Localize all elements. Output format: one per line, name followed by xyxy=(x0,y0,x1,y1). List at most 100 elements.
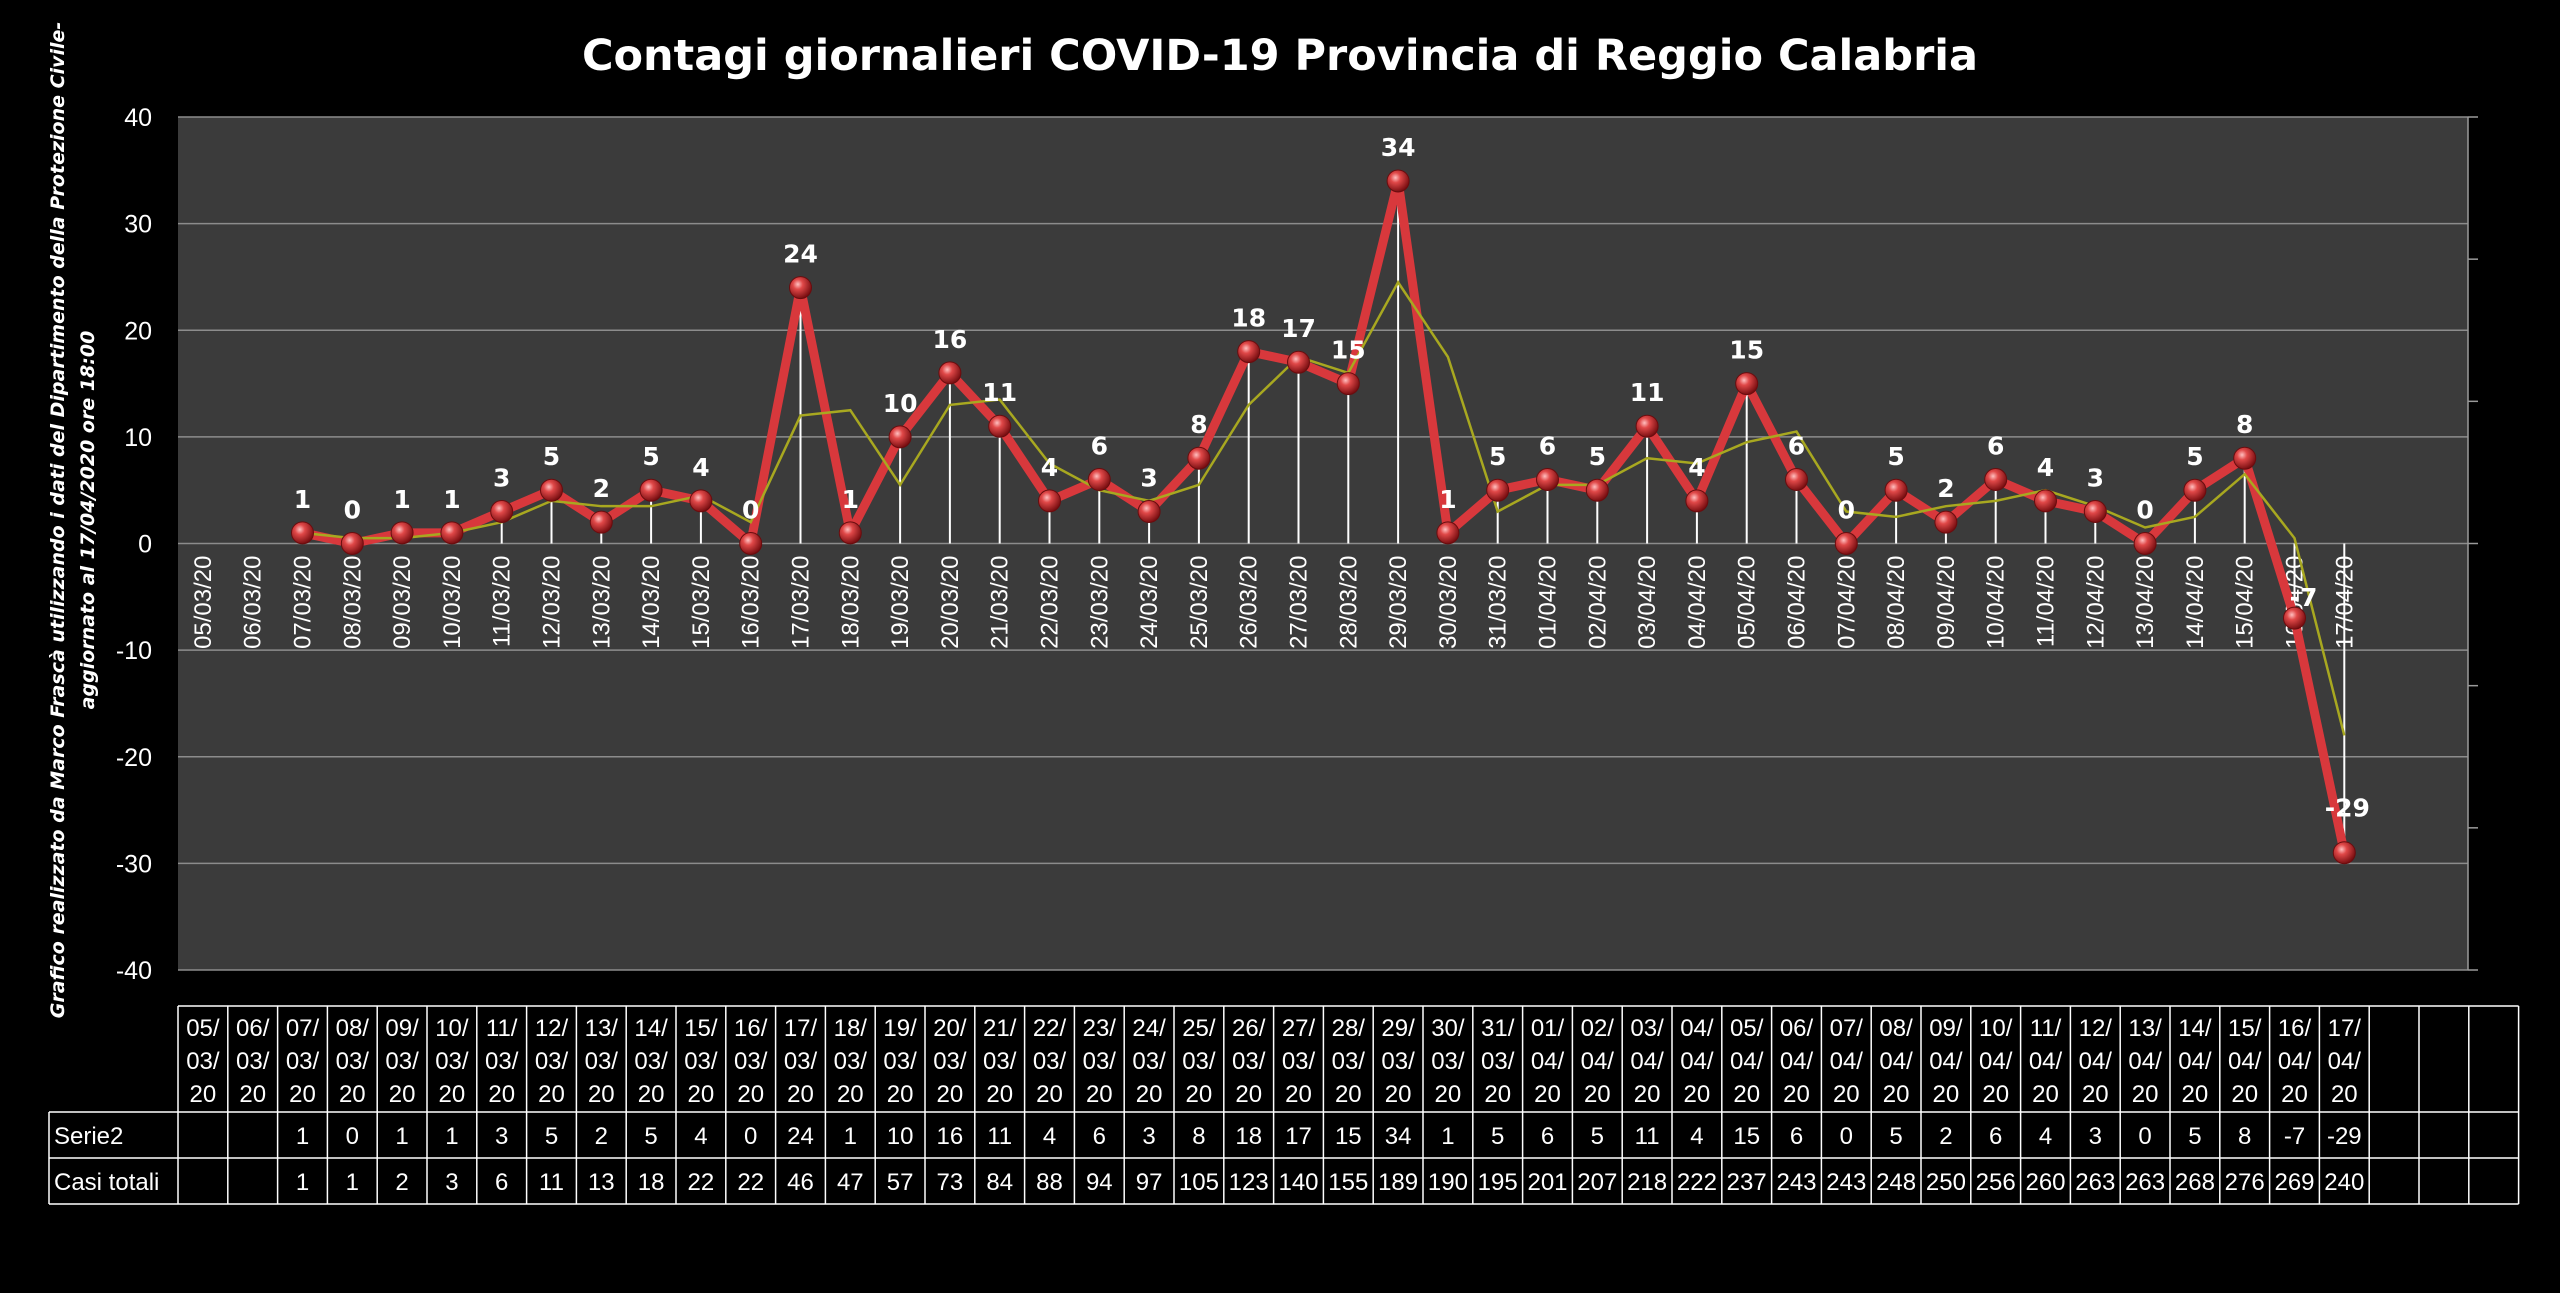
table-cell: 201 xyxy=(1527,1169,1567,1196)
table-cell: 0 xyxy=(2138,1123,2151,1150)
table-cell: -29 xyxy=(2327,1123,2362,1150)
table-cell: 5 xyxy=(644,1123,657,1150)
table-header-cell: 20 xyxy=(1933,1081,1960,1108)
table-header-cell: 04/ xyxy=(2029,1048,2063,1075)
table-cell: 15 xyxy=(1335,1123,1362,1150)
x-tick-label: 08/03/20 xyxy=(339,556,366,649)
table-cell: 6 xyxy=(495,1169,508,1196)
table-header-cell: 04/ xyxy=(1879,1048,1913,1075)
data-point xyxy=(2133,532,2157,555)
table-header-cell: 20 xyxy=(1136,1081,1163,1108)
table-cell: 11 xyxy=(539,1169,564,1196)
table-cell: 243 xyxy=(1826,1169,1866,1196)
table-cell: 34 xyxy=(1385,1123,1412,1150)
data-point xyxy=(390,521,414,545)
table-header-cell: 20 xyxy=(1435,1081,1462,1108)
x-tick-label: 01/04/20 xyxy=(1535,556,1562,649)
data-point xyxy=(1834,532,1858,555)
table-cell: 190 xyxy=(1428,1169,1468,1196)
table-cell: 268 xyxy=(2175,1169,2215,1196)
data-label: 0 xyxy=(1838,496,1855,525)
table-cell: 8 xyxy=(2238,1123,2251,1150)
table-header-cell: 04/ xyxy=(1730,1048,1764,1075)
table-cell: 240 xyxy=(2324,1169,2364,1196)
data-point xyxy=(1735,372,1759,396)
table-header-cell: 20 xyxy=(1036,1081,1063,1108)
x-tick-label: 05/04/20 xyxy=(1734,556,1761,649)
table-header-cell: 20 xyxy=(986,1081,1013,1108)
x-tick-label: 11/04/20 xyxy=(2033,556,2060,648)
table-cell: 94 xyxy=(1086,1169,1113,1196)
table-header-cell: 04/ xyxy=(2328,1048,2362,1075)
data-label: -7 xyxy=(2290,583,2318,612)
table-cell: 16 xyxy=(937,1123,964,1150)
data-point xyxy=(1536,468,1559,492)
table-cell: 17 xyxy=(1285,1123,1312,1150)
data-point xyxy=(1585,478,1609,502)
table-header-cell: 03/ xyxy=(1431,1048,1465,1075)
x-tick-label: 13/03/20 xyxy=(588,556,615,649)
table-header-cell: 20 xyxy=(787,1081,814,1108)
table-cell: 248 xyxy=(1876,1169,1916,1196)
data-label: 5 xyxy=(1489,442,1506,471)
table-cell: 24 xyxy=(787,1123,814,1150)
table-cell: 97 xyxy=(1136,1169,1163,1196)
table-cell: 1 xyxy=(296,1169,309,1196)
x-tick-label: 24/03/20 xyxy=(1136,556,1163,649)
table-cell: 3 xyxy=(495,1123,508,1150)
table-header-cell: 20 xyxy=(1684,1081,1711,1108)
table-header-cell: 23/ xyxy=(1083,1015,1117,1042)
data-label: 0 xyxy=(2136,496,2153,525)
data-label: 6 xyxy=(1788,432,1805,461)
x-tick-label: 29/03/20 xyxy=(1385,556,1412,649)
x-tick-label: 11/03/20 xyxy=(489,556,516,648)
data-point xyxy=(1785,468,1808,492)
chart-title: Contagi giornalieri COVID-19 Provincia d… xyxy=(582,31,1978,81)
table-header-cell: 03/ xyxy=(585,1048,619,1075)
x-tick-label: 15/04/20 xyxy=(2232,556,2259,649)
table-header-cell: 20 xyxy=(439,1081,466,1108)
x-tick-label: 14/03/20 xyxy=(638,556,665,649)
y-tick-label: 20 xyxy=(124,317,152,345)
table-header-cell: 03/ xyxy=(535,1048,569,1075)
table-header-cell: 03/ xyxy=(186,1048,220,1075)
table-header-cell: 17/ xyxy=(784,1015,818,1042)
table-header-cell: 12/ xyxy=(2079,1015,2113,1042)
table-header-cell: 07/ xyxy=(1830,1015,1864,1042)
x-tick-label: 12/03/20 xyxy=(539,556,566,649)
x-tick-label: 27/03/20 xyxy=(1286,556,1313,649)
table-cell: 155 xyxy=(1328,1169,1368,1196)
table-header-cell: 05/ xyxy=(186,1015,220,1042)
data-point xyxy=(938,361,962,385)
table-cell: 5 xyxy=(2188,1123,2201,1150)
x-tick-label: 03/04/20 xyxy=(1634,556,1661,649)
data-label: 6 xyxy=(1091,432,1108,461)
table-header-cell: 20 xyxy=(1285,1081,1312,1108)
x-tick-label: 14/04/20 xyxy=(2182,556,2209,649)
data-label: 3 xyxy=(2087,464,2104,493)
x-tick-label: 12/04/20 xyxy=(2082,556,2109,649)
data-point xyxy=(589,510,613,534)
table-header-cell: 03/ xyxy=(1282,1048,1316,1075)
table-cell: 10 xyxy=(887,1123,914,1150)
table-cell: -7 xyxy=(2284,1123,2305,1150)
table-header-cell: 16/ xyxy=(734,1015,768,1042)
table-cell: 222 xyxy=(1677,1169,1717,1196)
table-cell: 6 xyxy=(1541,1123,1554,1150)
table-header-cell: 14/ xyxy=(634,1015,668,1042)
table-cell: 22 xyxy=(688,1169,715,1196)
table-header-cell: 05/ xyxy=(1730,1015,1764,1042)
table-header-cell: 20 xyxy=(1385,1081,1412,1108)
table-cell: 6 xyxy=(1790,1123,1803,1150)
table-cell: 5 xyxy=(1491,1123,1504,1150)
table-cell: 218 xyxy=(1627,1169,1667,1196)
table-header-cell: 04/ xyxy=(1680,1015,1714,1042)
data-point xyxy=(1336,372,1360,396)
x-tick-label: 09/03/20 xyxy=(389,556,416,649)
data-label: 17 xyxy=(1281,314,1316,343)
table-header-cell: 01/ xyxy=(1531,1015,1565,1042)
x-tick-label: 09/04/20 xyxy=(1933,556,1960,649)
table-header-cell: 03/ xyxy=(1332,1048,1366,1075)
table-cell: 4 xyxy=(2039,1123,2052,1150)
table-header-cell: 20 xyxy=(1086,1081,1113,1108)
